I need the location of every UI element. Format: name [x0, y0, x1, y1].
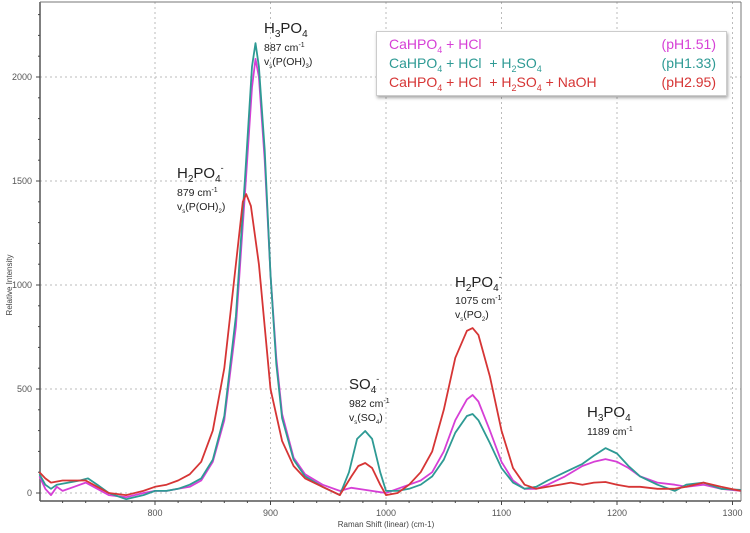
- legend-formula: CaHPO4 + HCl + H2SO4: [389, 55, 542, 74]
- legend-formula: CaHPO4 + HCl + H2SO4 + NaOH: [389, 74, 597, 93]
- legend: CaHPO4 + HCl (pH1.51) CaHPO4 + HCl + H2S…: [376, 31, 727, 96]
- mode-label: vs(PO2): [455, 309, 489, 323]
- svg-text:1100: 1100: [492, 508, 511, 518]
- y-axis-title: Relative Intensity: [5, 255, 14, 316]
- series-line: [38, 42, 741, 501]
- svg-text:1300: 1300: [722, 508, 742, 518]
- annotation-h2po4-879: H2PO4- 879 cm-1 vs(P(OH)2): [177, 163, 225, 215]
- wavenumber-label: 879 cm-1: [177, 187, 218, 199]
- legend-formula: CaHPO4 + HCl: [389, 36, 482, 55]
- series-line: [38, 193, 741, 496]
- legend-entry-cahpo4-hcl: CaHPO4 + HCl (pH1.51): [389, 34, 716, 55]
- plot-frame: [39, 1, 742, 502]
- species-label: H3PO4: [587, 404, 631, 424]
- legend-ph: (pH1.33): [661, 55, 716, 71]
- wavenumber-label: 1189 cm-1: [587, 426, 633, 438]
- legend-entry-cahpo4-hcl-h2so4-naoh: CaHPO4 + HCl + H2SO4 + NaOH (pH2.95): [389, 72, 716, 93]
- wavenumber-label: 1075 cm-1: [455, 295, 502, 307]
- x-axis-ticks: 800 900 1000 1100 1200 1300: [62, 501, 743, 518]
- mode-label: vs(SO4): [349, 412, 383, 426]
- wavenumber-label: 982 cm-1: [349, 398, 390, 410]
- mode-label: vs(P(OH)2): [177, 201, 225, 215]
- annotation-so4-982: SO4- 982 cm-1 vs(SO4): [349, 374, 390, 426]
- svg-text:2000: 2000: [12, 72, 32, 82]
- annotation-h3po4-887: H3PO4 887 cm-1 vs(P(OH)3): [264, 20, 312, 70]
- annotation-h3po4-1189: H3PO4 1189 cm-1: [587, 404, 633, 438]
- mode-label: vs(P(OH)3): [264, 56, 312, 70]
- svg-text:1500: 1500: [12, 176, 32, 186]
- species-label: SO4-: [349, 374, 379, 396]
- svg-text:0: 0: [27, 488, 32, 498]
- svg-text:1000: 1000: [376, 508, 396, 518]
- series-lines: [38, 42, 741, 501]
- x-axis-title: Raman Shift (linear) (cm-1): [338, 520, 435, 529]
- wavenumber-label: 887 cm-1: [264, 42, 305, 54]
- species-label: H2PO4-: [177, 163, 224, 185]
- series-line: [38, 58, 741, 499]
- legend-ph: (pH2.95): [661, 74, 716, 90]
- svg-text:1200: 1200: [607, 508, 627, 518]
- svg-text:1000: 1000: [12, 280, 32, 290]
- svg-text:800: 800: [147, 508, 162, 518]
- legend-ph: (pH1.51): [661, 36, 716, 52]
- annotation-h2po4-1075: H2PO4- 1075 cm-1 vs(PO2): [455, 272, 502, 323]
- legend-entry-cahpo4-hcl-h2so4: CaHPO4 + HCl + H2SO4 (pH1.33): [389, 53, 716, 74]
- svg-text:500: 500: [17, 384, 32, 394]
- species-label: H2PO4-: [455, 272, 502, 294]
- svg-text:900: 900: [263, 508, 278, 518]
- y-axis-ticks: 0 500 1000 1500 2000: [12, 14, 40, 498]
